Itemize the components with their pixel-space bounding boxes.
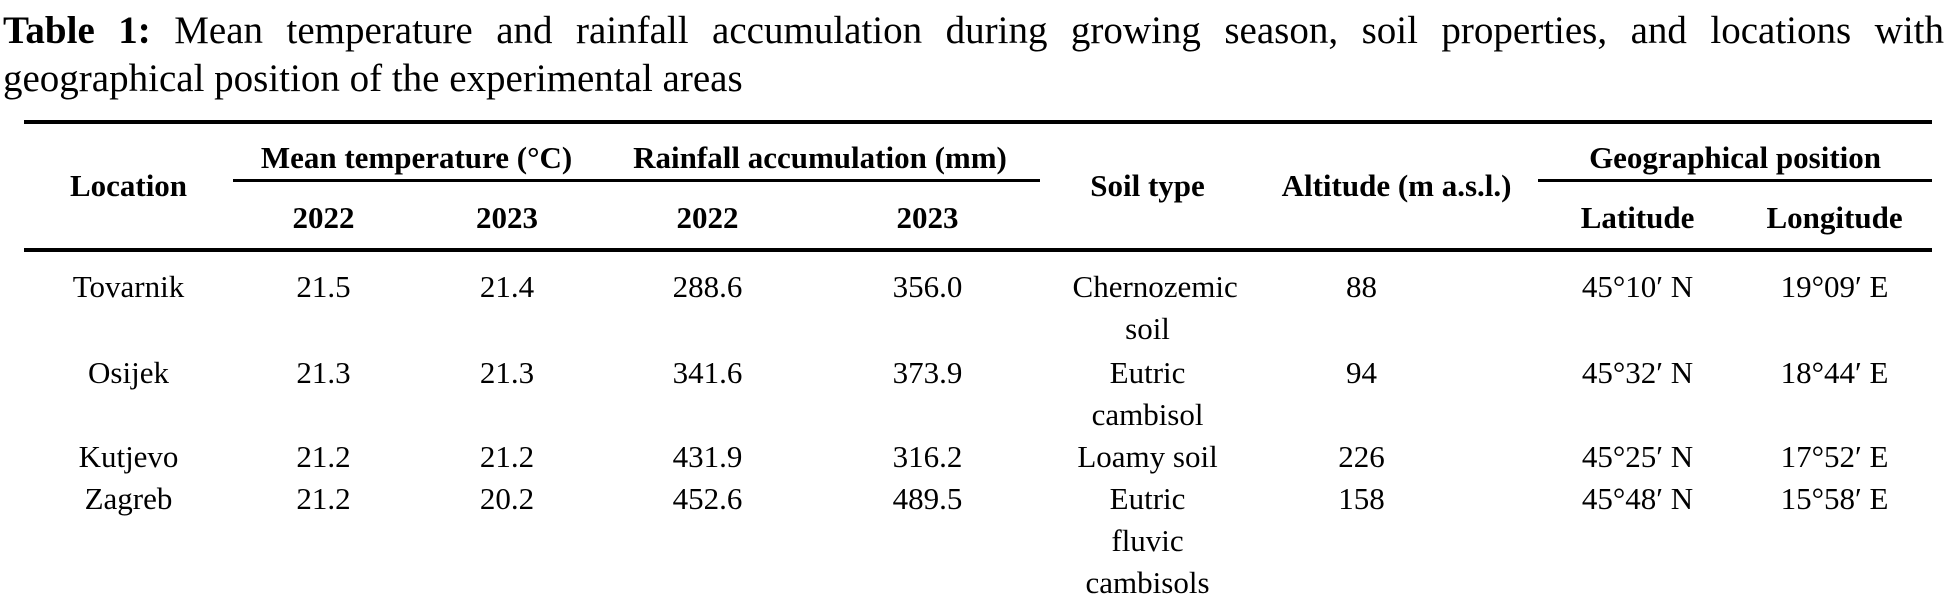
data-table: Location Mean temperature (°C) Rainfall … (24, 120, 1933, 594)
cell-location: Zagreb (84, 481, 173, 516)
header-rainfall-accumulation: Rainfall accumulation (mm) (600, 122, 1041, 182)
soil-type-text: Eutric cambisol (1091, 355, 1204, 432)
header-row-subcolumns: 2022 2023 2022 2023 Latitude Longitude (24, 181, 1932, 251)
cell-latitude: 45°25′ N (1581, 439, 1694, 474)
cell-rain-2023: 316.2 (892, 439, 963, 474)
cell-location: Kutjevo (78, 439, 179, 474)
cell-soil-type: Eutric fluvic cambisols (1040, 478, 1255, 594)
table-row: Osijek 21.3 21.3 341.6 373.9 Eutric camb… (24, 352, 1932, 436)
cell-temp-2022: 21.3 (296, 355, 351, 390)
cell-rain-2022: 452.6 (672, 481, 743, 516)
cell-longitude: 15°58′ E (1780, 481, 1889, 516)
cell-longitude: 17°52′ E (1780, 439, 1889, 474)
cell-rain-2022: 341.6 (672, 355, 743, 390)
caption-text: Mean temperature and rainfall accumulati… (174, 9, 1944, 52)
subheader-longitude: Longitude (1766, 200, 1903, 235)
cell-latitude: 45°32′ N (1581, 355, 1694, 390)
caption-line-1: Table 1: Mean temperature and rainfall a… (3, 7, 1944, 55)
header-geographical-position: Geographical position (1538, 122, 1933, 182)
subheader-temp-2022: 2022 (292, 200, 355, 235)
cell-temp-2023: 21.4 (479, 269, 535, 304)
table-header: Location Mean temperature (°C) Rainfall … (24, 122, 1933, 251)
soil-type-text: Eutric fluvic cambisols (1085, 481, 1210, 594)
table-number-label: Table 1: (3, 9, 151, 52)
cell-temp-2022: 21.2 (296, 481, 351, 516)
header-soil-type: Soil type (1090, 168, 1205, 203)
cell-temp-2022: 21.2 (296, 439, 351, 474)
cell-temp-2023: 20.2 (479, 481, 535, 516)
header-location: Location (69, 168, 188, 203)
cell-longitude: 18°44′ E (1780, 355, 1889, 390)
cell-latitude: 45°48′ N (1581, 481, 1694, 516)
cell-soil-type: Loamy soil (1040, 436, 1255, 478)
cell-latitude: 45°10′ N (1581, 269, 1694, 304)
cell-location: Osijek (88, 355, 169, 390)
cell-rain-2022: 288.6 (672, 269, 743, 304)
cell-temp-2022: 21.5 (296, 269, 351, 304)
header-altitude: Altitude (m a.s.l.) (1281, 168, 1512, 203)
cell-temp-2023: 21.3 (479, 355, 535, 390)
subheader-temp-2023: 2023 (476, 200, 538, 235)
subheader-rain-2023: 2023 (896, 200, 959, 235)
table-row: Zagreb 21.2 20.2 452.6 489.5 Eutric fluv… (24, 478, 1932, 594)
cell-soil-type: Eutric cambisol (1040, 352, 1255, 436)
cell-longitude: 19°09′ E (1780, 269, 1889, 304)
cell-soil-type: Chernozemic soil (1040, 250, 1255, 352)
subheader-rain-2022: 2022 (676, 200, 739, 235)
table-row: Tovarnik 21.5 21.4 288.6 356.0 Chernozem… (24, 250, 1932, 352)
soil-type-text: Loamy soil (1077, 439, 1218, 474)
soil-type-text: Chernozemic soil (1072, 269, 1238, 346)
header-row-spanners: Location Mean temperature (°C) Rainfall … (24, 122, 1933, 203)
cell-altitude: 226 (1338, 439, 1385, 474)
cell-altitude: 158 (1338, 481, 1385, 516)
table-caption: Table 1: Mean temperature and rainfall a… (0, 0, 1948, 103)
cell-altitude: 94 (1346, 355, 1378, 390)
caption-line-2: geographical position of the experimenta… (3, 57, 743, 100)
cell-rain-2023: 356.0 (892, 269, 963, 304)
table-row: Kutjevo 21.2 21.2 431.9 316.2 Loamy soil… (24, 436, 1932, 478)
subheader-latitude: Latitude (1580, 200, 1695, 235)
cell-rain-2023: 489.5 (892, 481, 963, 516)
table-body: Tovarnik 21.5 21.4 288.6 356.0 Chernozem… (24, 250, 1932, 594)
cell-rain-2023: 373.9 (892, 355, 963, 390)
cell-rain-2022: 431.9 (672, 439, 743, 474)
header-mean-temperature: Mean temperature (°C) (233, 122, 601, 182)
cell-temp-2023: 21.2 (479, 439, 535, 474)
cell-location: Tovarnik (72, 269, 185, 304)
cell-altitude: 88 (1346, 269, 1378, 304)
